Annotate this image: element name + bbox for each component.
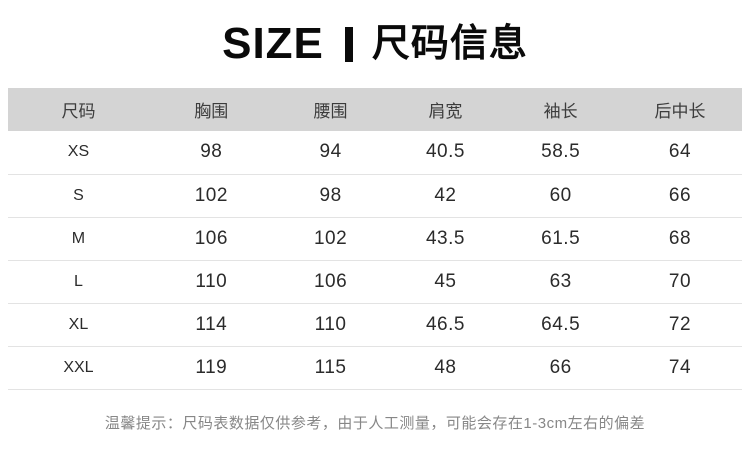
value-cell: 68 <box>617 217 742 261</box>
value-cell: 114 <box>148 303 274 347</box>
size-cell: XL <box>8 303 149 347</box>
value-cell: 119 <box>148 346 274 390</box>
value-cell: 72 <box>617 303 742 347</box>
value-cell: 106 <box>148 217 274 261</box>
value-cell: 102 <box>273 217 388 261</box>
value-cell: 98 <box>148 131 274 175</box>
value-cell: 60 <box>503 174 618 218</box>
table-row: S 102 98 42 60 66 <box>8 174 742 218</box>
value-cell: 48 <box>387 346 504 390</box>
table-row: XXL 119 115 48 66 74 <box>8 346 742 390</box>
size-table: 尺码 胸围 腰围 肩宽 袖长 后中长 XS 98 94 40.5 58.5 64… <box>8 88 742 390</box>
table-row: L 110 106 45 63 70 <box>8 260 742 304</box>
header-cell-sleeve: 袖长 <box>503 88 618 131</box>
value-cell: 74 <box>617 346 742 390</box>
size-cell: L <box>8 260 149 304</box>
header-cell-back-length: 后中长 <box>617 88 742 131</box>
value-cell: 61.5 <box>503 217 618 261</box>
value-cell: 46.5 <box>387 303 504 347</box>
header-cell-chest: 胸围 <box>148 88 274 131</box>
value-cell: 43.5 <box>387 217 504 261</box>
table-row: M 106 102 43.5 61.5 68 <box>8 217 742 261</box>
size-cell: S <box>8 174 149 218</box>
header-cell-size: 尺码 <box>8 88 149 131</box>
header-cell-waist: 腰围 <box>273 88 388 131</box>
value-cell: 94 <box>273 131 388 175</box>
size-cell: XS <box>8 131 149 175</box>
value-cell: 64 <box>617 131 742 175</box>
value-cell: 102 <box>148 174 274 218</box>
disclaimer-note: 温馨提示：尺码表数据仅供参考，由于人工测量，可能会存在1-3cm左右的偏差 <box>104 414 646 432</box>
disclaimer-note-wrap: 温馨提示：尺码表数据仅供参考，由于人工测量，可能会存在1-3cm左右的偏差 <box>0 390 750 433</box>
size-cell: M <box>8 217 149 261</box>
value-cell: 110 <box>273 303 388 347</box>
value-cell: 40.5 <box>387 131 504 175</box>
header-cell-shoulder: 肩宽 <box>387 88 504 131</box>
value-cell: 66 <box>503 346 618 390</box>
value-cell: 110 <box>148 260 274 304</box>
value-cell: 64.5 <box>503 303 618 347</box>
value-cell: 115 <box>273 346 388 390</box>
page-title-size-text: SIZE <box>222 19 324 68</box>
value-cell: 45 <box>387 260 504 304</box>
value-cell: 98 <box>273 174 388 218</box>
value-cell: 58.5 <box>503 131 618 175</box>
value-cell: 70 <box>617 260 742 304</box>
table-row: XS 98 94 40.5 58.5 64 <box>8 131 742 175</box>
value-cell: 42 <box>387 174 504 218</box>
value-cell: 63 <box>503 260 618 304</box>
page-title-cn-text: 尺码信息 <box>371 23 528 65</box>
title-separator-bar <box>344 26 353 62</box>
table-row: XL 114 110 46.5 64.5 72 <box>8 303 742 347</box>
value-cell: 66 <box>617 174 742 218</box>
size-cell: XXL <box>8 346 149 390</box>
table-header-row: 尺码 胸围 腰围 肩宽 袖长 后中长 <box>8 88 742 131</box>
page-title: SIZE 尺码信息 <box>0 0 750 88</box>
value-cell: 106 <box>273 260 388 304</box>
